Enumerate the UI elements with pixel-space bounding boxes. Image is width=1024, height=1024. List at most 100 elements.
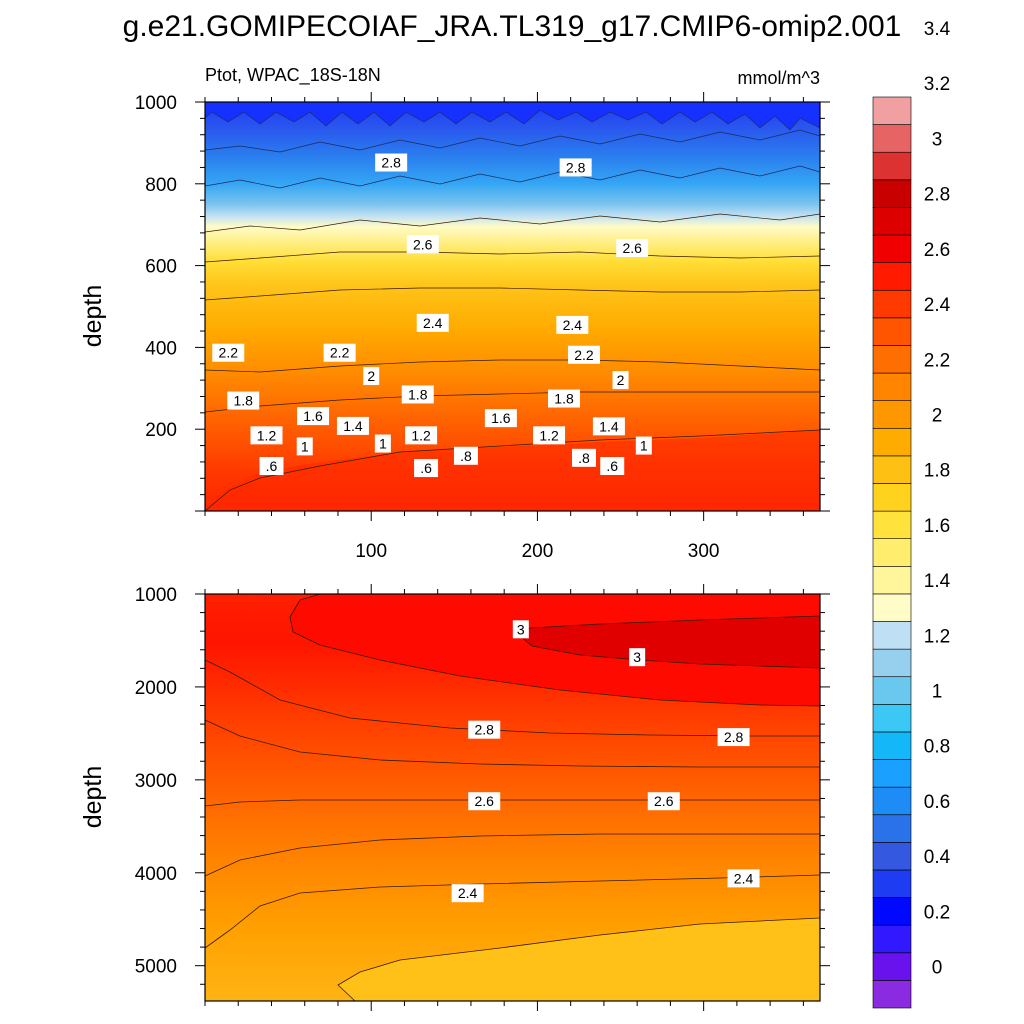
- contour-label-box: [616, 239, 649, 258]
- upper-panel-left-title: Ptot, WPAC_18S-18N: [205, 65, 381, 86]
- lower-panel-frame: [204, 593, 821, 1002]
- contour-label-box: [559, 158, 592, 177]
- contour-label-box: [296, 437, 313, 456]
- upper-ylabel: depth: [79, 285, 107, 348]
- upper-1-2-contour: [204, 165, 821, 189]
- contour-label-box: [727, 869, 760, 888]
- contour-label-box: [629, 648, 646, 667]
- contour-label-text: 2.8: [724, 729, 744, 745]
- contour-label-text: 1.8: [233, 393, 253, 409]
- contour-label-box: [227, 391, 260, 410]
- lower-contour-label: 2.8: [468, 720, 501, 739]
- lower-axes: 1000 2000 3000 4000 5000: [135, 584, 830, 1011]
- lower-2-4-contour: [204, 799, 820, 807]
- colorbar-label: 0.4: [924, 847, 951, 868]
- contour-label-box: [484, 409, 517, 428]
- contour-label-box: [406, 235, 439, 254]
- colorbar-swatch: [872, 400, 912, 429]
- contour-label-text: 1.4: [343, 418, 363, 434]
- contour-label-box: [323, 343, 356, 362]
- contour-label-text: 2.2: [330, 345, 350, 361]
- colorbar-label: 0.2: [924, 902, 950, 923]
- lower-ytick-label: 4000: [135, 864, 177, 885]
- colorbar-swatch: [872, 124, 912, 153]
- upper-contour-label: 1: [635, 436, 652, 455]
- lower-deep-contour: [337, 917, 821, 1002]
- colorbar-swatch: [872, 455, 912, 484]
- colorbar-swatch: [872, 759, 912, 788]
- colorbar-label: 1.6: [924, 516, 950, 537]
- colorbar-label: 0: [932, 958, 943, 979]
- colorbar-swatch: [872, 372, 912, 401]
- upper-2-6-contour: [204, 391, 820, 413]
- colorbar-swatch: [872, 289, 912, 319]
- upper-2-4-contour: [204, 359, 821, 373]
- upper-contour-label: 2.2: [212, 343, 245, 362]
- upper-contour-label: 2: [363, 367, 380, 386]
- contour-label-text: 1: [379, 436, 387, 452]
- upper-contour-label: 2.2: [323, 343, 356, 362]
- contour-label-box: [592, 417, 625, 436]
- colorbar-swatch: [872, 621, 912, 650]
- colorbar-label: 2.6: [924, 240, 950, 261]
- upper-ytick-label: 400: [145, 338, 177, 359]
- contour-label-box: [336, 416, 369, 435]
- contour-label-text: 1.8: [554, 391, 574, 407]
- contour-label-box: [468, 792, 501, 811]
- colorbar-swatch: [872, 704, 912, 733]
- lower-contour-label: 3: [512, 620, 529, 639]
- colorbar-swatch: [872, 897, 912, 926]
- contour-label-text: 2.6: [654, 793, 674, 809]
- colorbar-swatch: [872, 538, 912, 567]
- contour-label-box: [717, 728, 750, 747]
- lower-ytick-label: 3000: [135, 771, 177, 792]
- contour-label-text: 2.2: [219, 345, 239, 361]
- upper-axes: 100 200 300 200 400 600 800 1000: [135, 92, 830, 562]
- contour-label-text: 1: [640, 438, 648, 454]
- upper-panel-frame: [204, 101, 821, 512]
- contour-label-text: 2.6: [413, 236, 433, 252]
- colorbar-swatch: [872, 151, 912, 181]
- contour-label-text: 2.8: [381, 155, 401, 171]
- figure-title: g.e21.GOMIPECOIAF_JRA.TL319_g17.CMIP6-om…: [123, 10, 902, 43]
- upper-contour-label: 1.2: [250, 426, 283, 445]
- upper-contour-label: 2.8: [375, 153, 408, 172]
- contour-label-text: 2.6: [622, 240, 642, 256]
- colorbar-label: 3.2: [924, 74, 950, 95]
- contour-label-box: [612, 371, 629, 390]
- colorbar-label: 1.2: [924, 626, 950, 647]
- contour-label-text: 2.4: [458, 885, 478, 901]
- contour-label-box: [363, 367, 380, 386]
- lower-panel: 1000 2000 3000 4000 5000 3 3 2.8 2.8 2.6 2.6 2.4 2.…: [79, 584, 830, 1011]
- colorbar-swatch: [872, 207, 912, 236]
- colorbar-label: 0.8: [924, 737, 950, 758]
- colorbar-label: 2.8: [924, 185, 950, 206]
- upper-0-8-contour: [204, 129, 821, 153]
- upper-xtick-label: 200: [522, 541, 554, 562]
- contour-label-text: 2.2: [574, 347, 594, 363]
- lower-ytick-label: 5000: [135, 957, 177, 978]
- colorbar: 0 0.2 0.4 0.6 0.8 1 1.2 1.4 1.6 1.8 2 2.2 2.4 2.6 2.8 3…: [872, 19, 951, 1009]
- colorbar-swatch: [872, 869, 912, 898]
- colorbar-label: 2.2: [924, 350, 950, 371]
- upper-contour-label: 2.6: [616, 239, 649, 258]
- upper-contour-label: .6: [414, 459, 439, 478]
- upper-xtick-label: 100: [355, 541, 387, 562]
- contour-label-box: [556, 315, 589, 334]
- colorbar-label: 2: [932, 405, 943, 426]
- upper-contour-label: 1.2: [533, 426, 566, 445]
- colorbar-label: 3: [932, 129, 943, 150]
- upper-contour-label: 2.4: [416, 313, 449, 332]
- colorbar-label: 3.4: [924, 19, 951, 40]
- colorbar-swatch: [872, 510, 912, 539]
- upper-contour-label: 1.2: [405, 426, 438, 445]
- contour-label-box: [647, 792, 680, 811]
- upper-2-0-contour: [204, 251, 821, 263]
- lower-contour-label: 2.4: [727, 869, 760, 888]
- colorbar-swatch: [872, 483, 912, 512]
- lower-contour-label: 2.6: [468, 792, 501, 811]
- colorbar-swatch: [872, 786, 912, 816]
- contour-label-text: 3: [633, 649, 641, 665]
- lower-2-0-contour: [204, 874, 821, 949]
- lower-contour-label: 2.4: [451, 884, 484, 903]
